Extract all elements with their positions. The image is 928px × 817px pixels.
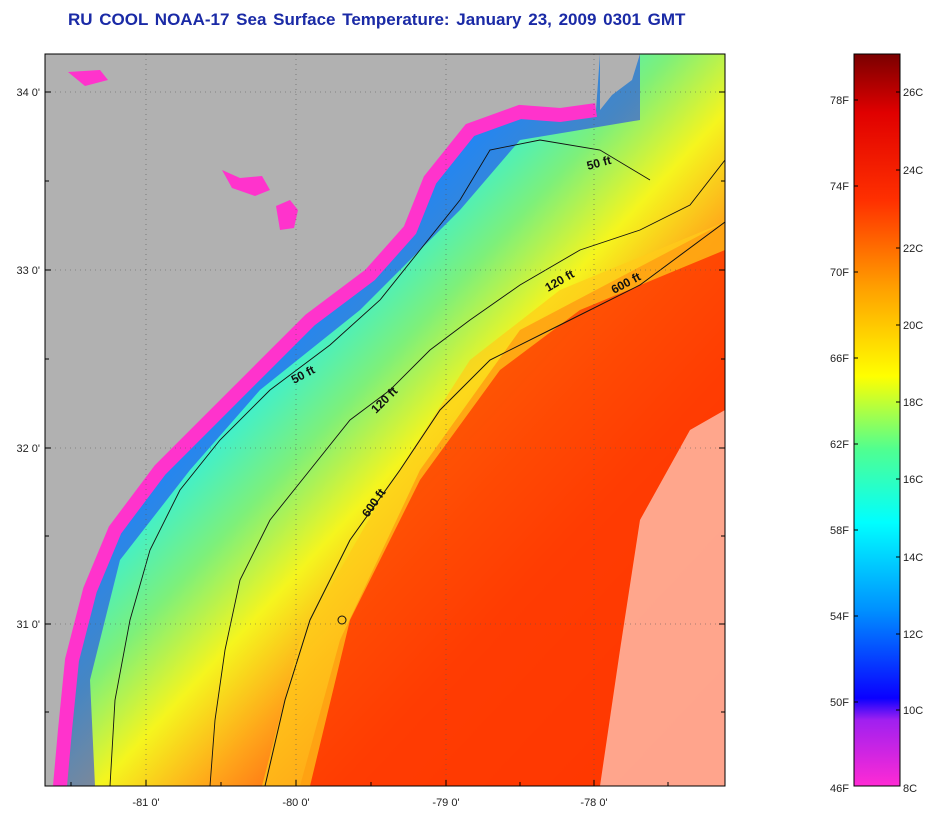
lat-tick-label: 34 0' <box>16 87 40 99</box>
colorbar-c-label: 22C <box>903 243 923 255</box>
lon-tick-label: -81 0' <box>132 797 159 809</box>
colorbar-f-label: 62F <box>830 439 849 451</box>
colorbar-f-label: 70F <box>830 267 849 279</box>
lon-tick-label: -79 0' <box>432 797 459 809</box>
colorbar-c-label: 26C <box>903 87 923 99</box>
colorbar-f-label: 50F <box>830 697 849 709</box>
isobath-120ft <box>209 159 725 786</box>
colorbar-c-label: 8C <box>903 783 917 795</box>
chart-title: RU COOL NOAA-17 Sea Surface Temperature:… <box>68 10 686 29</box>
isobath-600ft <box>264 221 725 786</box>
colorbar-ticks <box>854 91 900 711</box>
colorbar-f-label: 46F <box>830 783 849 795</box>
northern-land <box>600 54 640 110</box>
lon-tick-label: -78 0' <box>580 797 607 809</box>
colorbar-f-label: 78F <box>830 95 849 107</box>
graticule <box>45 54 725 786</box>
lat-tick-label: 32 0' <box>16 443 40 455</box>
colorbar-c-label: 14C <box>903 552 923 564</box>
lat-tick-label: 31 0' <box>16 619 40 631</box>
warm-water-region <box>300 222 725 786</box>
map-ticks <box>45 91 725 786</box>
colorbar <box>853 53 901 787</box>
colorbar-c-label: 12C <box>903 629 923 641</box>
colorbar-c-label: 10C <box>903 705 923 717</box>
contour-circle <box>337 615 347 625</box>
colorbar-c-label: 16C <box>903 474 923 486</box>
colorbar-f-label: 66F <box>830 353 849 365</box>
colorbar-c-label: 24C <box>903 165 923 177</box>
colorbar-c-label: 20C <box>903 320 923 332</box>
lat-tick-label: 33 0' <box>16 265 40 277</box>
inland-lake-3 <box>68 70 108 86</box>
cloud-region <box>600 410 725 786</box>
isobath-50ft <box>109 139 651 786</box>
land-mass <box>45 54 600 786</box>
inland-lake-2 <box>276 200 298 230</box>
coastal-cold-edge <box>53 103 597 786</box>
inland-lake-1 <box>222 170 270 196</box>
sst-image <box>45 54 725 786</box>
lon-tick-label: -80 0' <box>282 797 309 809</box>
warm-water-edge <box>262 222 725 786</box>
colorbar-f-label: 74F <box>830 181 849 193</box>
colorbar-c-label: 18C <box>903 397 923 409</box>
map-frame <box>44 53 726 787</box>
colorbar-f-label: 54F <box>830 611 849 623</box>
isobath-label-50ft-north: 50 ft <box>585 153 612 173</box>
colorbar-f-label: 58F <box>830 525 849 537</box>
